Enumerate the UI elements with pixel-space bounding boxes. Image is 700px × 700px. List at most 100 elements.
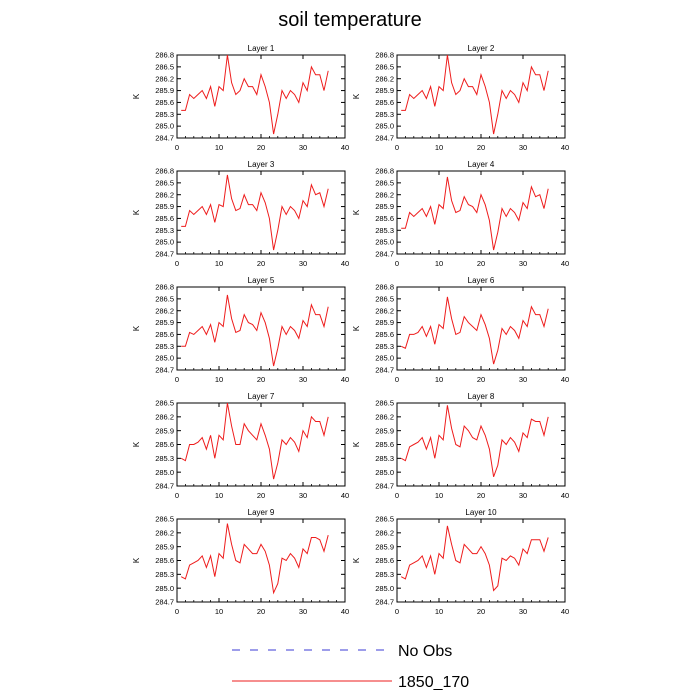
y-axis-label: K — [352, 93, 361, 99]
legend-label: No Obs — [398, 643, 452, 660]
y-tick-label: 284.7 — [375, 482, 394, 491]
plot-frame — [176, 54, 346, 139]
y-tick-label: 286.5 — [155, 399, 174, 408]
y-tick-label: 284.7 — [375, 250, 394, 259]
y-tick-label: 285.6 — [375, 330, 394, 339]
y-tick-label: 285.3 — [155, 226, 174, 235]
x-tick-label: 20 — [477, 607, 485, 616]
panel-title: Layer 5 — [248, 276, 275, 285]
y-tick-label: 286.2 — [375, 412, 394, 421]
panel-layer-8: Layer 8 0 10 20 30 40 284.7 285.0 285.3 285.6 285.… — [352, 392, 569, 500]
y-tick-label: 285.9 — [375, 542, 394, 551]
x-tick-label: 40 — [561, 259, 569, 268]
x-tick-label: 40 — [341, 491, 349, 500]
x-tick-label: 0 — [395, 143, 399, 152]
y-tick-label: 285.9 — [375, 318, 394, 327]
y-tick-label: 285.6 — [155, 330, 174, 339]
x-tick-label: 40 — [561, 143, 569, 152]
plot-frame — [396, 54, 566, 139]
y-axis-label: K — [352, 441, 361, 447]
y-tick-label: 285.0 — [375, 354, 394, 363]
x-tick-label: 10 — [215, 607, 223, 616]
x-tick-label: 30 — [519, 143, 527, 152]
y-tick-label: 284.7 — [375, 366, 394, 375]
x-tick-label: 0 — [175, 491, 179, 500]
x-tick-label: 0 — [395, 259, 399, 268]
x-tick-label: 20 — [257, 375, 265, 384]
y-tick-label: 285.0 — [375, 238, 394, 247]
y-tick-label: 285.3 — [155, 454, 174, 463]
y-axis-label: K — [132, 441, 141, 447]
x-tick-label: 40 — [341, 143, 349, 152]
x-tick-label: 10 — [435, 491, 443, 500]
y-tick-label: 285.6 — [375, 556, 394, 565]
plot-frame — [396, 286, 566, 371]
x-tick-label: 10 — [215, 375, 223, 384]
y-axis-label: K — [132, 325, 141, 331]
plot-frame — [176, 286, 346, 371]
figure-title: soil temperature — [278, 9, 421, 31]
x-tick-label: 20 — [477, 491, 485, 500]
x-tick-label: 10 — [215, 491, 223, 500]
legend: No Obs 1850_170 — [232, 643, 469, 691]
y-tick-label: 286.2 — [155, 306, 174, 315]
series-line-1850-170 — [400, 405, 549, 477]
y-tick-label: 286.2 — [155, 74, 174, 83]
y-tick-label: 285.0 — [375, 468, 394, 477]
series-line-1850-170 — [181, 54, 329, 135]
y-axis-label: K — [352, 557, 361, 563]
legend-item-1850-170: 1850_170 — [232, 674, 469, 691]
y-tick-label: 285.0 — [155, 584, 174, 593]
x-tick-label: 10 — [435, 259, 443, 268]
x-tick-label: 40 — [561, 375, 569, 384]
legend-label: 1850_170 — [398, 674, 469, 691]
x-tick-label: 0 — [175, 143, 179, 152]
x-tick-label: 30 — [299, 259, 307, 268]
y-tick-label: 285.3 — [155, 570, 174, 579]
y-axis-label: K — [132, 93, 141, 99]
x-tick-label: 10 — [435, 143, 443, 152]
y-tick-label: 285.0 — [155, 468, 174, 477]
y-tick-label: 285.9 — [375, 202, 394, 211]
y-tick-label: 284.7 — [155, 482, 174, 491]
x-tick-label: 20 — [257, 607, 265, 616]
y-tick-label: 285.6 — [155, 98, 174, 107]
y-tick-label: 285.9 — [375, 426, 394, 435]
y-tick-label: 284.7 — [375, 598, 394, 607]
x-tick-label: 30 — [299, 607, 307, 616]
panel-title: Layer 1 — [248, 44, 275, 53]
y-tick-label: 285.3 — [155, 342, 174, 351]
x-tick-label: 40 — [341, 375, 349, 384]
x-tick-label: 0 — [395, 607, 399, 616]
y-tick-label: 286.5 — [375, 515, 394, 524]
panels: Layer 10 10 20 30 40284.7285.0285.3285.6285.… — [132, 44, 569, 616]
y-tick-label: 286.5 — [155, 178, 174, 187]
x-tick-label: 20 — [477, 375, 485, 384]
y-tick-label: 285.9 — [155, 426, 174, 435]
y-tick-label: 284.7 — [375, 134, 394, 143]
y-tick-label: 285.9 — [155, 86, 174, 95]
x-tick-label: 20 — [257, 143, 265, 152]
y-tick-label: 286.5 — [155, 515, 174, 524]
panel-layer-2: Layer 2 0 10 20 30 40 284.7 285.0 285.3 285.6 285.… — [352, 44, 569, 152]
panel-title: Layer 4 — [468, 160, 495, 169]
y-tick-label: 284.7 — [155, 134, 174, 143]
series-line-1850-170 — [180, 523, 329, 595]
y-tick-label: 284.7 — [155, 598, 174, 607]
y-tick-label: 285.9 — [375, 86, 394, 95]
panel-layer-6: Layer 6 0 10 20 30 40 284.7 285.0 285.3 285.6 285.… — [352, 276, 569, 384]
y-tick-label: 286.2 — [155, 528, 174, 537]
x-tick-label: 30 — [519, 259, 527, 268]
series-line-1850-170 — [181, 294, 329, 367]
x-tick-label: 30 — [299, 375, 307, 384]
y-tick-label: 286.8 — [375, 167, 394, 176]
panel-title: Layer 10 — [465, 508, 497, 517]
x-tick-label: 40 — [561, 491, 569, 500]
y-tick-label: 286.8 — [155, 51, 174, 60]
y-axis-label: K — [352, 325, 361, 331]
panel-layer-4: Layer 4 0 10 20 30 40 284.7 285.0 285.3 285.6 285.… — [352, 160, 569, 268]
x-tick-label: 30 — [519, 607, 527, 616]
series-line-1850-170 — [400, 525, 549, 592]
y-axis-label: K — [352, 209, 361, 215]
